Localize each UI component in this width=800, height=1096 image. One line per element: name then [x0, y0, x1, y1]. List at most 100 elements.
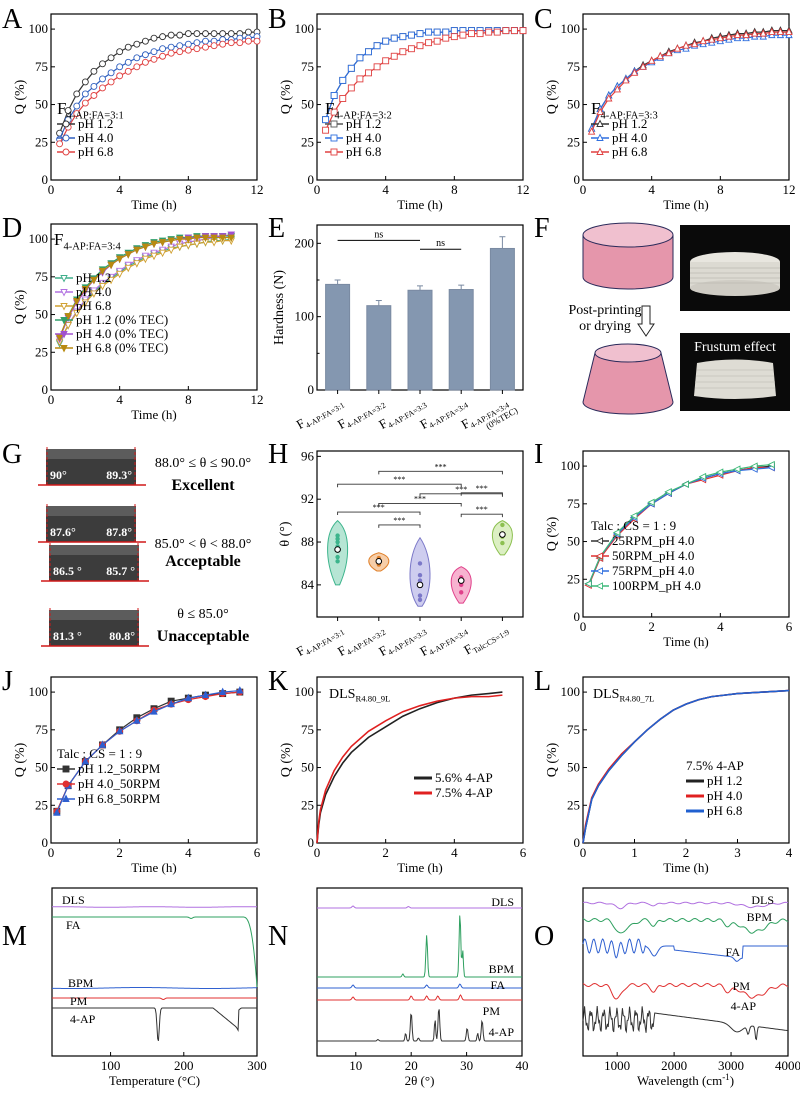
data-point: [476, 30, 484, 38]
data-point: [99, 60, 106, 68]
legend-label: 75RPM_pH 4.0: [612, 563, 694, 578]
data-point: [425, 39, 433, 47]
data-point: [184, 236, 193, 244]
y-tick-label: 50: [35, 760, 48, 775]
data-point: [107, 69, 115, 77]
data-point: [450, 33, 458, 41]
y-tick-label: 100: [295, 684, 315, 699]
legend-label: pH 4.0: [76, 284, 111, 299]
tablet-photo: 87.6° 87.8°: [38, 504, 146, 543]
panel-j-chart: 0 2 4 6 0 25 50 75 100 Time (h) Q (%) Talc : CS = 1…: [13, 676, 261, 875]
data-point: [133, 54, 141, 62]
trace-label: DLS: [62, 893, 85, 907]
data-point: [124, 264, 132, 273]
significance-label: ***: [393, 516, 405, 525]
data-point: [159, 33, 167, 41]
legend-item: 100RPM_pH 4.0: [591, 578, 701, 593]
y-tick-label: 100: [29, 684, 49, 699]
data-point: [330, 134, 338, 142]
frustum-effect-caption: Frustum effect: [694, 340, 776, 355]
data-point: [399, 33, 407, 41]
data-point: [133, 716, 141, 724]
criterion-range: 88.0° ≤ θ ≤ 90.0°: [155, 456, 251, 471]
legend-item: pH 1.2_50RPM: [57, 761, 161, 776]
panel-m-chart: 100 200 300 Temperature (°C) DLS FA BPM PM 4-AP: [51, 887, 267, 1088]
data-point: [90, 276, 98, 285]
violin-median: [499, 531, 506, 538]
data-point: [99, 84, 106, 92]
x-tick-label: 8: [717, 182, 724, 197]
significance-label: ns: [436, 238, 445, 249]
y-tick-label: 25: [567, 571, 580, 586]
y-tick-label: 0: [42, 382, 49, 397]
criterion: 85.0° < θ < 88.0°Acceptable: [155, 537, 252, 570]
data-point: [236, 686, 244, 694]
legend-title: F4-AP:FA=3:4: [54, 230, 121, 252]
y-axis-label: Q (%): [279, 79, 294, 114]
panel-g-tablet-angles: 90° 89.3° 87.6° 87.8° 86.5 ° 85.7 ° 81.3 ° 80.8…: [38, 447, 252, 647]
data-point: [176, 48, 184, 56]
violin-point: [335, 554, 340, 560]
y-tick-label: 100: [29, 231, 49, 246]
data-point: [330, 148, 338, 156]
data-point: [442, 34, 450, 42]
legend: F4-AP:FA=3:4 pH 1.2pH 4.0pH 6.8pH 1.2 (0%…: [54, 230, 168, 355]
data-point: [98, 740, 107, 748]
x-tick-label: 40: [516, 1058, 529, 1073]
x-tick-label: 30: [460, 1058, 473, 1073]
data-point: [210, 30, 218, 38]
data-point: [62, 120, 70, 128]
criterion: θ ≤ 85.0° Unacceptable: [157, 607, 249, 645]
criterion-range: θ ≤ 85.0°: [177, 607, 229, 622]
annotation-label: DLSR4.80_7L: [593, 687, 654, 704]
data-point: [425, 28, 433, 36]
data-point: [612, 528, 621, 537]
cylinder-shape: [582, 222, 674, 290]
significance-bracket: [378, 524, 421, 528]
significance-label: ***: [435, 462, 447, 471]
significance-label: ***: [476, 505, 488, 514]
y-tick-label: 75: [35, 59, 48, 74]
x-tick-label: F4-AP:FA=3:4: [417, 621, 469, 661]
legend: 5.6% 4-AP7.5% 4-AP: [414, 770, 493, 800]
y-tick-label: 75: [301, 722, 314, 737]
y-tick-label: 100: [295, 21, 315, 36]
series-ph-6-8: [582, 689, 790, 844]
legend-item: pH 4.0: [55, 284, 111, 299]
plot-frame: [316, 887, 523, 1057]
legend-label: pH 4.0: [78, 130, 113, 145]
series-ph-6-8-0-tec-: [55, 234, 235, 342]
data-point: [218, 234, 227, 243]
legend-item: pH 4.0: [686, 788, 742, 803]
significance-bracket: [378, 470, 503, 475]
data-point: [596, 107, 604, 116]
data-point: [759, 29, 767, 37]
data-point: [115, 726, 124, 735]
series-ph-6-8: [56, 37, 261, 148]
data-point: [407, 31, 415, 39]
data-point: [107, 276, 115, 285]
data-point: [673, 44, 682, 52]
legend-label: pH 6.8_50RPM: [78, 791, 161, 806]
data-point: [184, 693, 193, 702]
data-point: [210, 42, 218, 50]
y-tick-label: 88: [301, 534, 314, 549]
data-point: [785, 27, 793, 36]
panel-letter-a: A: [2, 4, 23, 35]
x-tick-label: 4: [382, 182, 389, 197]
trace-dls: [317, 905, 522, 909]
data-point: [485, 28, 493, 36]
data-point: [62, 134, 70, 142]
significance-bracket: [378, 503, 462, 507]
trace-label: BPM: [747, 910, 773, 924]
angle-right: 80.8°: [109, 629, 135, 643]
data-point: [62, 780, 70, 788]
data-point: [698, 472, 707, 481]
panel-c-chart: 0 4 8 12 0 25 50 75 100 Time (h) Q (%) F4-AP:FA=3:3…: [545, 13, 796, 212]
x-tick-label: 12: [251, 392, 264, 407]
data-point: [596, 119, 604, 127]
tablet-photo: 81.3 ° 80.8°: [41, 608, 149, 647]
panel-letter-c: C: [534, 4, 553, 35]
